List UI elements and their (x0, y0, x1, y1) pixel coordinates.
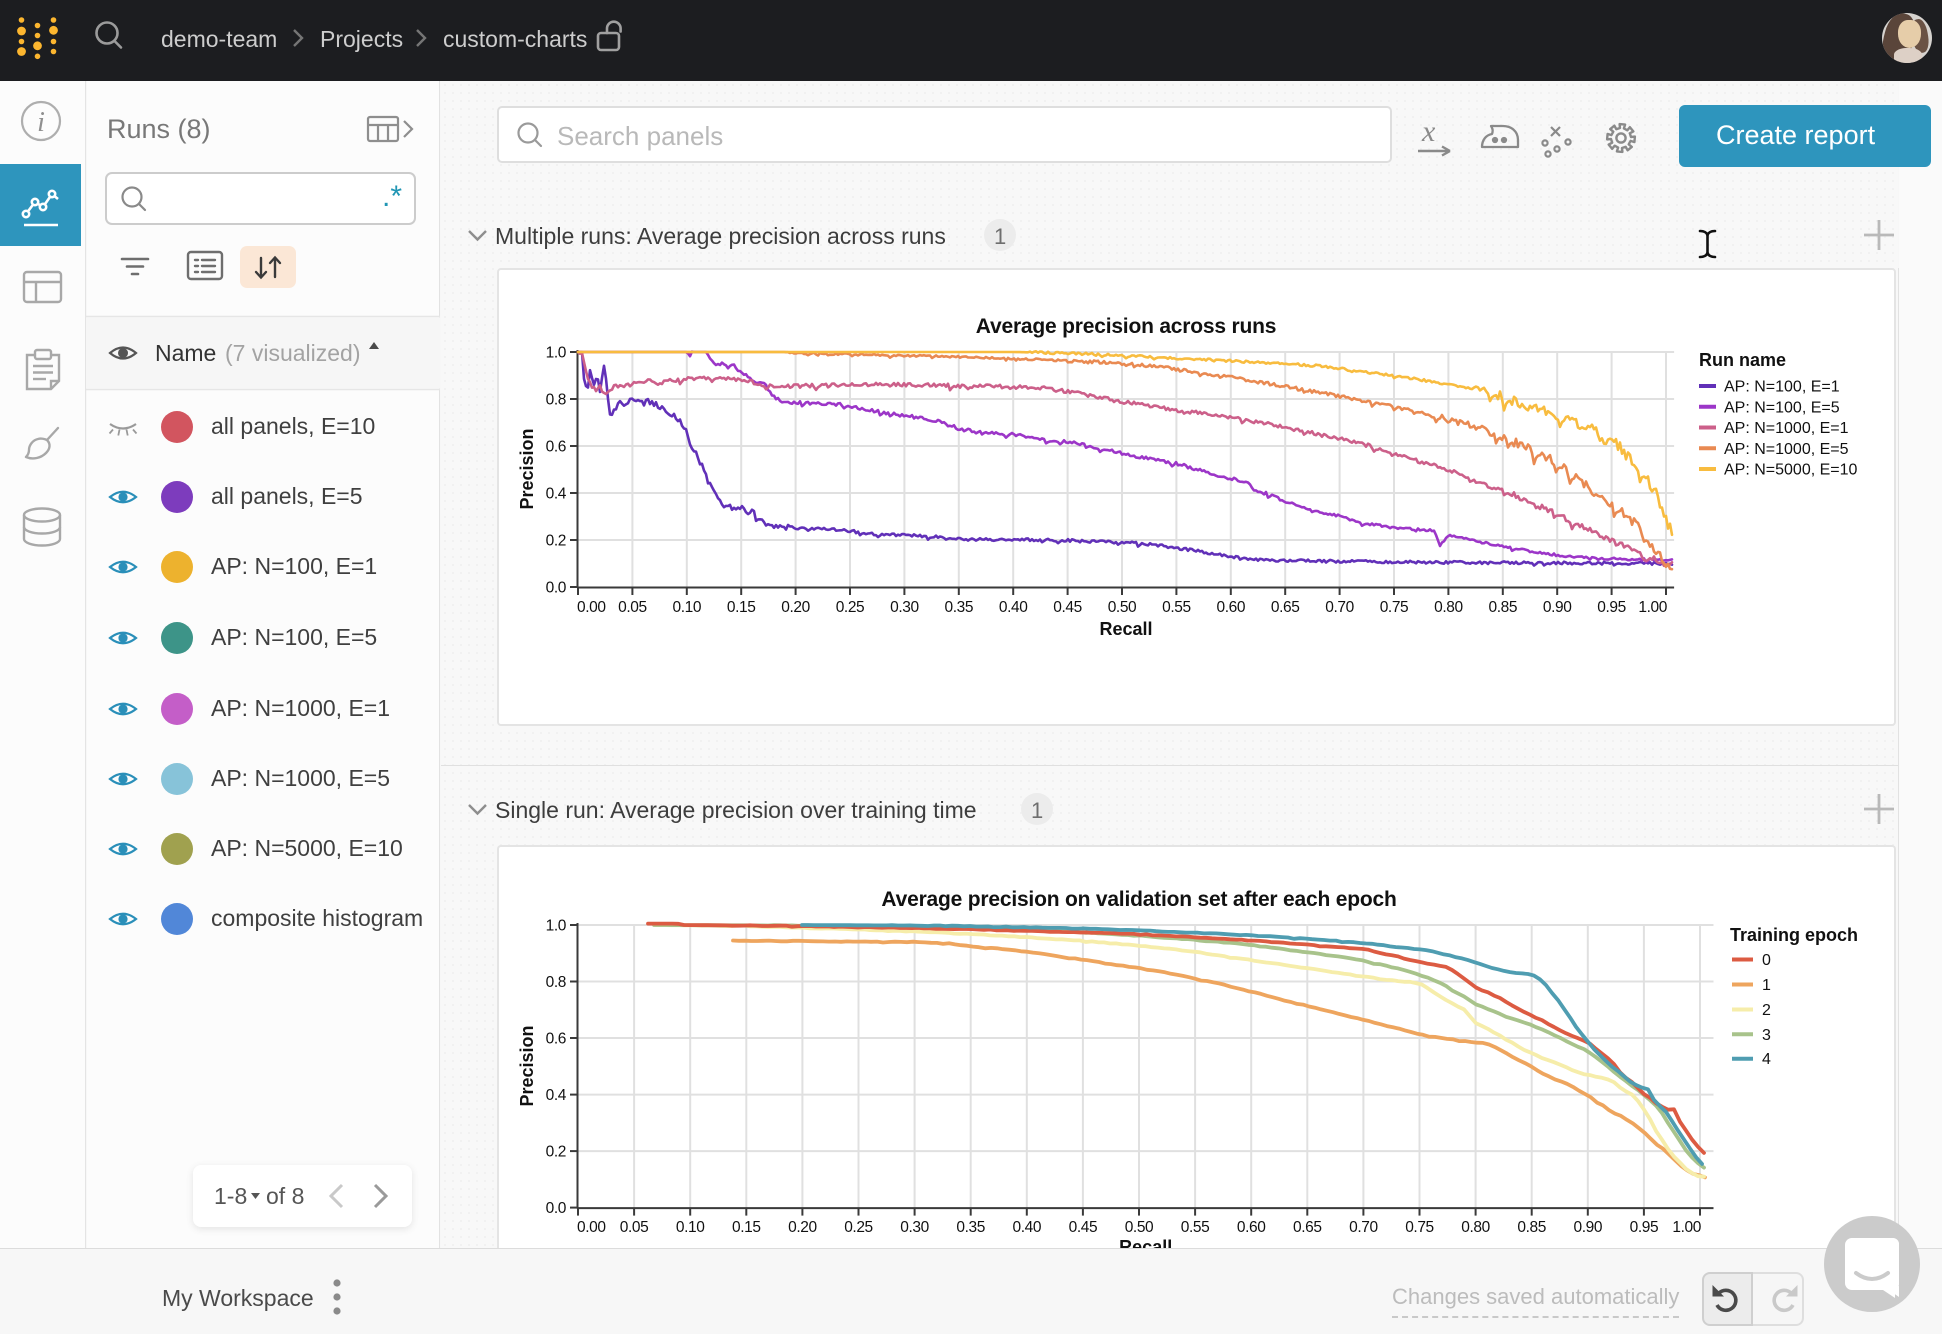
svg-text:0.30: 0.30 (900, 1219, 929, 1236)
svg-text:0.05: 0.05 (618, 599, 647, 616)
svg-text:0.80: 0.80 (1461, 1219, 1490, 1236)
svg-text:0.8: 0.8 (546, 974, 566, 991)
svg-text:0.00: 0.00 (577, 1219, 606, 1236)
svg-text:1.00: 1.00 (1638, 599, 1667, 616)
svg-text:1.00: 1.00 (1672, 1219, 1701, 1236)
svg-text:0.00: 0.00 (577, 599, 606, 616)
svg-text:0.15: 0.15 (727, 599, 756, 616)
svg-text:0.8: 0.8 (546, 392, 566, 409)
svg-text:x: x (1421, 115, 1436, 148)
svg-text:4: 4 (1762, 1051, 1771, 1068)
svg-text:0.35: 0.35 (956, 1219, 985, 1236)
svg-text:0.4: 0.4 (546, 486, 567, 503)
svg-text:0.90: 0.90 (1574, 1219, 1603, 1236)
svg-text:0.0: 0.0 (546, 1200, 567, 1217)
svg-text:i: i (37, 107, 45, 138)
svg-text:0.85: 0.85 (1489, 599, 1518, 616)
svg-text:0.25: 0.25 (836, 599, 865, 616)
svg-text:0.45: 0.45 (1069, 1219, 1098, 1236)
svg-text:0.75: 0.75 (1405, 1219, 1434, 1236)
svg-text:0.20: 0.20 (788, 1219, 817, 1236)
svg-text:0.6: 0.6 (546, 439, 566, 456)
svg-text:0.40: 0.40 (1013, 1219, 1042, 1236)
svg-text:0.70: 0.70 (1325, 599, 1354, 616)
svg-text:Average precision across runs: Average precision across runs (976, 315, 1276, 338)
svg-text:1.0: 1.0 (546, 345, 567, 362)
svg-text:0.90: 0.90 (1543, 599, 1572, 616)
svg-text:0.95: 0.95 (1630, 1219, 1659, 1236)
svg-text:0.65: 0.65 (1271, 599, 1300, 616)
svg-text:0.10: 0.10 (676, 1219, 705, 1236)
svg-text:Training epoch: Training epoch (1730, 925, 1858, 945)
svg-text:2: 2 (1762, 1002, 1771, 1019)
svg-text:AP: N=1000, E=1: AP: N=1000, E=1 (1724, 420, 1849, 437)
svg-text:AP: N=5000, E=10: AP: N=5000, E=10 (1724, 462, 1858, 479)
svg-text:0.45: 0.45 (1053, 599, 1082, 616)
svg-text:AP: N=1000, E=5: AP: N=1000, E=5 (1724, 441, 1849, 458)
svg-text:0.40: 0.40 (999, 599, 1028, 616)
svg-text:0.95: 0.95 (1597, 599, 1626, 616)
svg-text:0.70: 0.70 (1349, 1219, 1378, 1236)
svg-text:AP: N=100, E=1: AP: N=100, E=1 (1724, 379, 1840, 396)
svg-text:0.50: 0.50 (1125, 1219, 1154, 1236)
svg-text:0.55: 0.55 (1181, 1219, 1210, 1236)
svg-text:0.55: 0.55 (1162, 599, 1191, 616)
svg-text:0.10: 0.10 (673, 599, 702, 616)
svg-text:0.6: 0.6 (546, 1031, 566, 1048)
svg-text:1: 1 (1762, 977, 1771, 994)
svg-text:Recall: Recall (1099, 619, 1152, 639)
svg-text:Precision: Precision (517, 1025, 537, 1106)
svg-text:0.75: 0.75 (1380, 599, 1409, 616)
svg-text:0.0: 0.0 (546, 580, 567, 597)
svg-text:0.20: 0.20 (781, 599, 810, 616)
svg-text:0.15: 0.15 (732, 1219, 761, 1236)
svg-text:0.80: 0.80 (1434, 599, 1463, 616)
svg-text:0.25: 0.25 (844, 1219, 873, 1236)
svg-text:Run name: Run name (1699, 350, 1786, 370)
svg-text:0.2: 0.2 (546, 1144, 566, 1161)
svg-text:0: 0 (1762, 952, 1771, 969)
svg-text:0.65: 0.65 (1293, 1219, 1322, 1236)
svg-text:AP: N=100, E=5: AP: N=100, E=5 (1724, 399, 1840, 416)
svg-text:0.60: 0.60 (1217, 599, 1246, 616)
svg-text:Precision: Precision (517, 428, 537, 509)
svg-text:0.85: 0.85 (1517, 1219, 1546, 1236)
svg-text:0.60: 0.60 (1237, 1219, 1266, 1236)
svg-text:3: 3 (1762, 1027, 1771, 1044)
svg-text:0.50: 0.50 (1108, 599, 1137, 616)
svg-text:0.35: 0.35 (945, 599, 974, 616)
svg-text:.*: .* (382, 180, 402, 213)
svg-text:0.30: 0.30 (890, 599, 919, 616)
svg-text:0.05: 0.05 (620, 1219, 649, 1236)
svg-text:0.4: 0.4 (546, 1087, 567, 1104)
svg-text:1.0: 1.0 (546, 918, 567, 935)
svg-text:Average precision on validatio: Average precision on validation set afte… (881, 888, 1396, 911)
svg-text:0.2: 0.2 (546, 533, 566, 550)
